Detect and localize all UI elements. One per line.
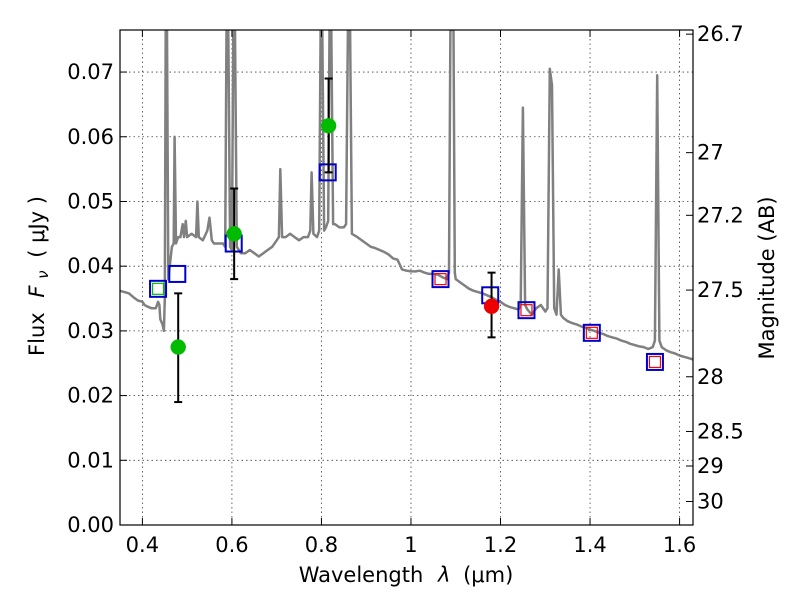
observed-red-marker [483, 298, 500, 315]
right-tick-label: 27.2 [697, 203, 744, 227]
x-axis-unit: (μm) [463, 563, 513, 587]
y-tick-label: 0.04 [67, 254, 114, 278]
right-tick-label: 26.7 [697, 22, 744, 46]
y-axis-label: Flux F ν ( μJy ) [25, 196, 53, 356]
model-bandpass-red-marker [585, 326, 598, 339]
right-axis-label: Magnitude (AB) [755, 196, 779, 359]
y-axis-unit: ( μJy ) [25, 196, 49, 258]
plot-frame [119, 29, 694, 526]
x-axis: 0.4 0.6 0.8 1 1.2 1.4 1.6 [126, 30, 696, 557]
spectrum-line [120, 30, 693, 361]
model-bandpass-blue-marker [645, 352, 664, 371]
right-tick-label: 30 [697, 490, 724, 514]
model-bandpass-blue-marker [431, 270, 450, 289]
y-axis-subscript: ν [34, 270, 52, 278]
x-tick-label: 1.6 [663, 533, 696, 557]
y-axis-symbol: F [25, 285, 49, 298]
y-tick-label: 0.05 [67, 189, 114, 213]
model-bandpass-red-marker [520, 304, 533, 317]
grid [120, 30, 693, 526]
y-axis-label-text: Flux [25, 312, 49, 356]
left-axis: 0.00 0.01 0.02 0.03 0.04 0.05 0.06 0.07 [67, 60, 127, 537]
x-tick-label: 1 [404, 533, 417, 557]
model-bandpass-green-marker [151, 282, 165, 295]
right-tick-label: 27 [697, 141, 724, 165]
x-tick-label: 0.8 [305, 533, 338, 557]
right-axis-label-text: Magnitude (AB) [755, 196, 779, 359]
model-bandpass-blue-marker [582, 323, 601, 342]
x-axis-label-text: Wavelength [299, 563, 424, 587]
y-tick-label: 0.07 [67, 60, 114, 84]
x-tick-label: 1.4 [573, 533, 606, 557]
y-tick-label: 0.03 [67, 319, 114, 343]
x-tick-label: 0.4 [126, 533, 159, 557]
y-tick-label: 0.02 [67, 384, 114, 408]
x-tick-label: 0.6 [215, 533, 248, 557]
y-tick-label: 0.01 [67, 448, 114, 472]
y-tick-label: 0.00 [67, 513, 114, 537]
observed-green-marker [226, 226, 242, 242]
right-tick-label: 29 [697, 454, 724, 478]
x-tick-label: 1.2 [484, 533, 517, 557]
model-bandpass-red-marker [434, 273, 447, 286]
x-axis-label: Wavelength λ (μm) [299, 563, 514, 587]
plot-area [120, 30, 693, 404]
model-bandpass-red-marker [648, 355, 662, 369]
right-tick-label: 28 [697, 365, 724, 389]
observed-green-marker [320, 118, 337, 134]
right-tick-label: 27.5 [697, 278, 744, 302]
model-bandpass-blue-marker [149, 279, 168, 298]
y-tick-label: 0.06 [67, 125, 114, 149]
x-axis-symbol: λ [437, 563, 450, 587]
model-bandpass-blue-marker [168, 264, 187, 283]
right-tick-label: 28.5 [697, 419, 744, 443]
observed-green-marker [170, 339, 186, 355]
model-bandpass-blue-marker [517, 301, 536, 320]
right-axis: 26.7 27 27.2 27.5 28 28.5 29 30 [686, 22, 744, 514]
